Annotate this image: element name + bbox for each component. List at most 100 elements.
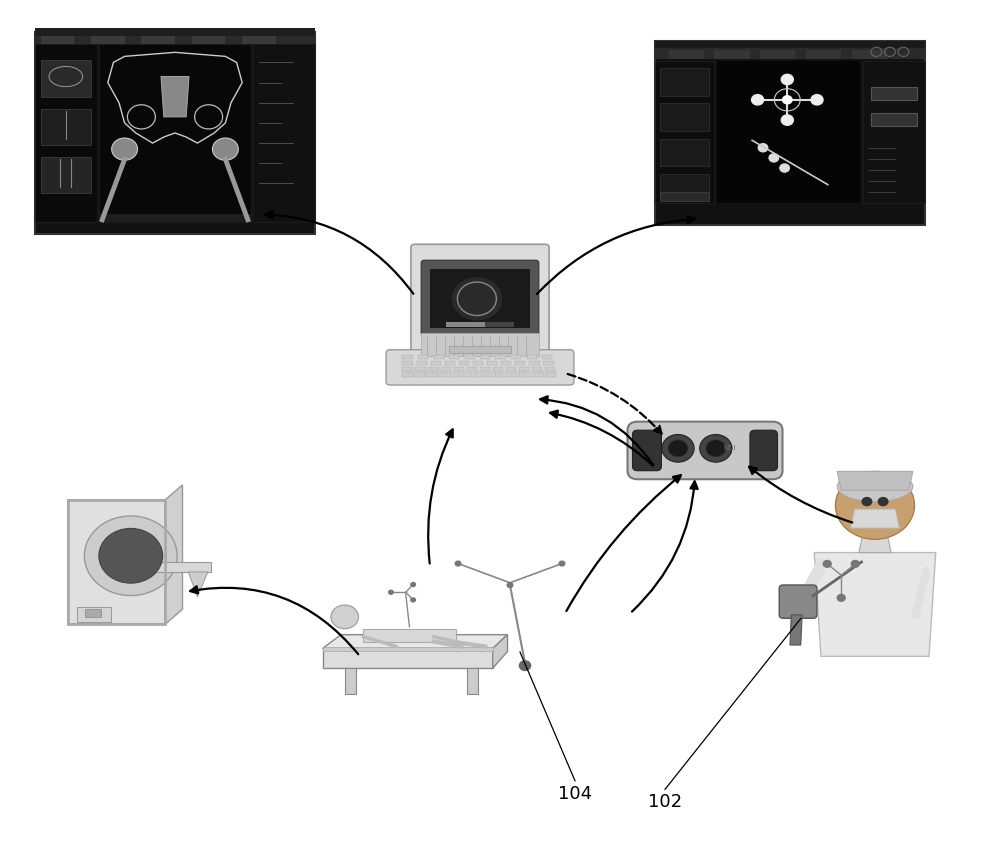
- Bar: [428, 366, 439, 371]
- FancyBboxPatch shape: [628, 421, 782, 480]
- Circle shape: [507, 583, 513, 588]
- Polygon shape: [467, 668, 478, 694]
- FancyArrowPatch shape: [632, 481, 698, 612]
- Bar: [655, 41, 925, 226]
- Polygon shape: [345, 668, 356, 694]
- Circle shape: [662, 434, 694, 462]
- FancyArrowPatch shape: [550, 411, 653, 466]
- Bar: [806, 50, 841, 59]
- FancyArrowPatch shape: [568, 374, 662, 433]
- Bar: [545, 366, 555, 371]
- Polygon shape: [165, 485, 182, 625]
- Bar: [35, 33, 315, 45]
- Bar: [495, 355, 506, 359]
- Polygon shape: [322, 635, 507, 649]
- Bar: [655, 40, 925, 48]
- Ellipse shape: [837, 471, 913, 502]
- Bar: [41, 109, 91, 145]
- FancyArrowPatch shape: [749, 467, 852, 523]
- Circle shape: [752, 94, 764, 105]
- FancyBboxPatch shape: [411, 245, 549, 360]
- Circle shape: [851, 560, 859, 567]
- Bar: [242, 36, 276, 45]
- Circle shape: [823, 560, 831, 567]
- FancyArrowPatch shape: [537, 216, 695, 294]
- Bar: [445, 360, 455, 365]
- Bar: [480, 366, 490, 371]
- Circle shape: [212, 138, 238, 160]
- Bar: [418, 355, 428, 359]
- FancyArrowPatch shape: [566, 475, 681, 611]
- Polygon shape: [322, 649, 493, 668]
- Bar: [402, 355, 413, 359]
- Bar: [446, 323, 485, 327]
- Bar: [446, 323, 514, 327]
- Bar: [462, 372, 472, 377]
- Bar: [192, 36, 225, 45]
- Bar: [421, 333, 539, 357]
- Bar: [77, 607, 111, 622]
- Circle shape: [668, 440, 688, 456]
- Bar: [863, 61, 925, 203]
- Bar: [99, 214, 251, 221]
- Circle shape: [452, 277, 502, 321]
- Circle shape: [837, 595, 845, 601]
- Circle shape: [811, 94, 823, 105]
- Circle shape: [835, 471, 915, 540]
- Bar: [449, 347, 511, 353]
- Bar: [486, 372, 496, 377]
- Circle shape: [411, 583, 415, 587]
- Bar: [414, 372, 425, 377]
- Circle shape: [99, 529, 163, 583]
- Bar: [68, 499, 165, 625]
- Bar: [660, 138, 709, 166]
- Bar: [141, 36, 175, 45]
- Circle shape: [769, 154, 779, 162]
- Bar: [871, 112, 917, 125]
- Bar: [655, 48, 925, 59]
- Polygon shape: [814, 553, 936, 656]
- Polygon shape: [859, 528, 891, 553]
- Text: 104: 104: [558, 785, 592, 802]
- Bar: [498, 372, 508, 377]
- Circle shape: [411, 598, 415, 602]
- Bar: [760, 50, 795, 59]
- Bar: [450, 372, 460, 377]
- Polygon shape: [188, 572, 208, 597]
- Bar: [534, 372, 544, 377]
- Circle shape: [783, 96, 792, 104]
- Bar: [473, 360, 483, 365]
- Circle shape: [781, 115, 793, 125]
- Polygon shape: [837, 471, 913, 490]
- FancyArrowPatch shape: [265, 211, 413, 293]
- FancyArrowPatch shape: [428, 429, 453, 564]
- FancyBboxPatch shape: [779, 585, 817, 619]
- Bar: [866, 521, 884, 540]
- Text: NDI: NDI: [723, 445, 736, 451]
- Bar: [510, 372, 520, 377]
- Bar: [85, 609, 101, 617]
- Bar: [402, 366, 413, 371]
- Bar: [529, 360, 540, 365]
- Circle shape: [84, 516, 177, 595]
- Polygon shape: [851, 509, 899, 528]
- Circle shape: [700, 434, 732, 462]
- Bar: [519, 366, 529, 371]
- Bar: [415, 366, 426, 371]
- Bar: [543, 360, 554, 365]
- Bar: [660, 104, 709, 131]
- Bar: [660, 192, 709, 202]
- Bar: [41, 60, 91, 97]
- Bar: [441, 366, 451, 371]
- Bar: [41, 157, 91, 194]
- Polygon shape: [790, 615, 802, 645]
- Bar: [467, 366, 477, 371]
- Bar: [464, 355, 475, 359]
- Bar: [501, 360, 511, 365]
- FancyBboxPatch shape: [633, 430, 661, 471]
- Bar: [714, 50, 750, 59]
- Circle shape: [519, 661, 531, 670]
- Bar: [493, 366, 503, 371]
- Circle shape: [455, 561, 461, 566]
- Bar: [871, 87, 917, 100]
